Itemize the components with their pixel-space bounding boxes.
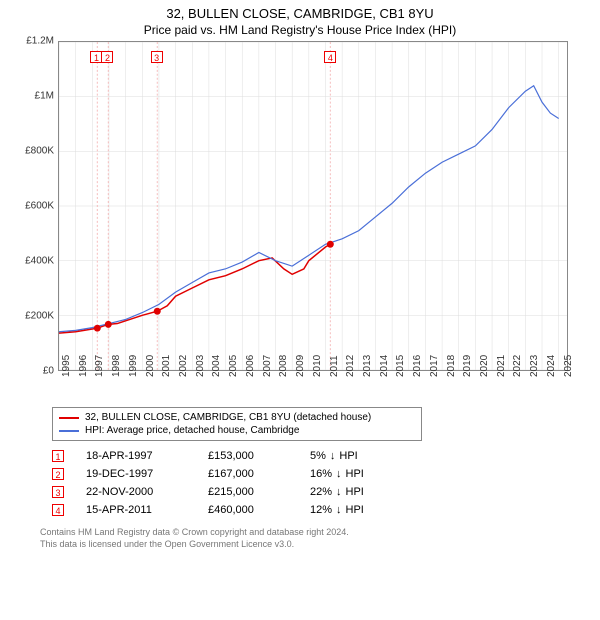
tx-number: 4	[52, 504, 64, 516]
transaction-row: 1 18-APR-1997 £153,000 5% ↓ HPI	[52, 447, 600, 465]
x-tick-label: 2018	[446, 355, 457, 377]
x-tick-label: 2015	[395, 355, 406, 377]
down-arrow-icon: ↓	[336, 504, 342, 516]
tx-price: £167,000	[208, 468, 288, 480]
legend: 32, BULLEN CLOSE, CAMBRIDGE, CB1 8YU (de…	[52, 407, 422, 441]
x-tick-label: 2017	[429, 355, 440, 377]
footer-line: This data is licensed under the Open Gov…	[40, 539, 600, 551]
tx-price: £215,000	[208, 486, 288, 498]
x-tick-label: 2005	[228, 355, 239, 377]
transaction-row: 3 22-NOV-2000 £215,000 22% ↓ HPI	[52, 483, 600, 501]
x-tick-label: 2006	[245, 355, 256, 377]
y-tick-label: £400K	[25, 256, 54, 267]
x-tick-label: 2002	[178, 355, 189, 377]
legend-swatch	[59, 430, 79, 432]
x-tick-label: 2004	[211, 355, 222, 377]
tx-number: 3	[52, 486, 64, 498]
y-tick-label: £1.2M	[26, 36, 54, 47]
footer: Contains HM Land Registry data © Crown c…	[40, 527, 600, 550]
tx-price: £153,000	[208, 450, 288, 462]
x-tick-label: 1995	[61, 355, 72, 377]
y-tick-label: £1M	[35, 91, 54, 102]
x-tick-label: 1996	[78, 355, 89, 377]
footer-line: Contains HM Land Registry data © Crown c…	[40, 527, 600, 539]
y-tick-label: £200K	[25, 311, 54, 322]
tx-date: 22-NOV-2000	[86, 486, 186, 498]
y-tick-label: £600K	[25, 201, 54, 212]
legend-row: HPI: Average price, detached house, Camb…	[59, 424, 415, 437]
page-title: 32, BULLEN CLOSE, CAMBRIDGE, CB1 8YU	[0, 0, 600, 21]
x-tick-label: 2012	[345, 355, 356, 377]
tx-number: 2	[52, 468, 64, 480]
x-tick-label: 2021	[496, 355, 507, 377]
tx-diff: 12% ↓ HPI	[310, 504, 390, 516]
x-tick-label: 2025	[563, 355, 574, 377]
tx-diff: 22% ↓ HPI	[310, 486, 390, 498]
x-tick-label: 1997	[94, 355, 105, 377]
legend-label: 32, BULLEN CLOSE, CAMBRIDGE, CB1 8YU (de…	[85, 412, 371, 423]
transaction-row: 4 15-APR-2011 £460,000 12% ↓ HPI	[52, 501, 600, 519]
x-tick-label: 2016	[412, 355, 423, 377]
x-tick-label: 2020	[479, 355, 490, 377]
tx-diff: 16% ↓ HPI	[310, 468, 390, 480]
x-tick-label: 2009	[295, 355, 306, 377]
down-arrow-icon: ↓	[336, 468, 342, 480]
page-subtitle: Price paid vs. HM Land Registry's House …	[0, 21, 600, 41]
plot	[58, 41, 568, 371]
y-tick-label: £800K	[25, 146, 54, 157]
tx-date: 19-DEC-1997	[86, 468, 186, 480]
x-tick-label: 2024	[546, 355, 557, 377]
legend-swatch	[59, 417, 79, 419]
x-tick-label: 2013	[362, 355, 373, 377]
x-tick-label: 2023	[529, 355, 540, 377]
x-tick-label: 2014	[379, 355, 390, 377]
tx-date: 15-APR-2011	[86, 504, 186, 516]
down-arrow-icon: ↓	[330, 450, 336, 462]
x-tick-label: 2003	[195, 355, 206, 377]
tx-date: 18-APR-1997	[86, 450, 186, 462]
tx-number: 1	[52, 450, 64, 462]
x-tick-label: 2019	[462, 355, 473, 377]
x-tick-label: 2007	[262, 355, 273, 377]
sale-marker-label: 4	[324, 51, 336, 63]
transaction-table: 1 18-APR-1997 £153,000 5% ↓ HPI 2 19-DEC-1997…	[52, 447, 600, 519]
legend-label: HPI: Average price, detached house, Camb…	[85, 425, 299, 436]
tx-price: £460,000	[208, 504, 288, 516]
chart-area: £0£200K£400K£600K£800K£1M£1.2M1995199619…	[36, 41, 596, 401]
sale-marker-label: 3	[151, 51, 163, 63]
legend-row: 32, BULLEN CLOSE, CAMBRIDGE, CB1 8YU (de…	[59, 411, 415, 424]
tx-diff: 5% ↓ HPI	[310, 450, 390, 462]
x-tick-label: 2011	[329, 355, 340, 377]
x-tick-label: 2010	[312, 355, 323, 377]
x-tick-label: 1999	[128, 355, 139, 377]
y-tick-label: £0	[43, 366, 54, 377]
x-tick-label: 2001	[161, 355, 172, 377]
x-tick-label: 2000	[145, 355, 156, 377]
sale-marker-label: 2	[101, 51, 113, 63]
x-tick-label: 2022	[512, 355, 523, 377]
transaction-row: 2 19-DEC-1997 £167,000 16% ↓ HPI	[52, 465, 600, 483]
chart-svg	[59, 42, 567, 370]
x-tick-label: 1998	[111, 355, 122, 377]
down-arrow-icon: ↓	[336, 486, 342, 498]
x-tick-label: 2008	[278, 355, 289, 377]
